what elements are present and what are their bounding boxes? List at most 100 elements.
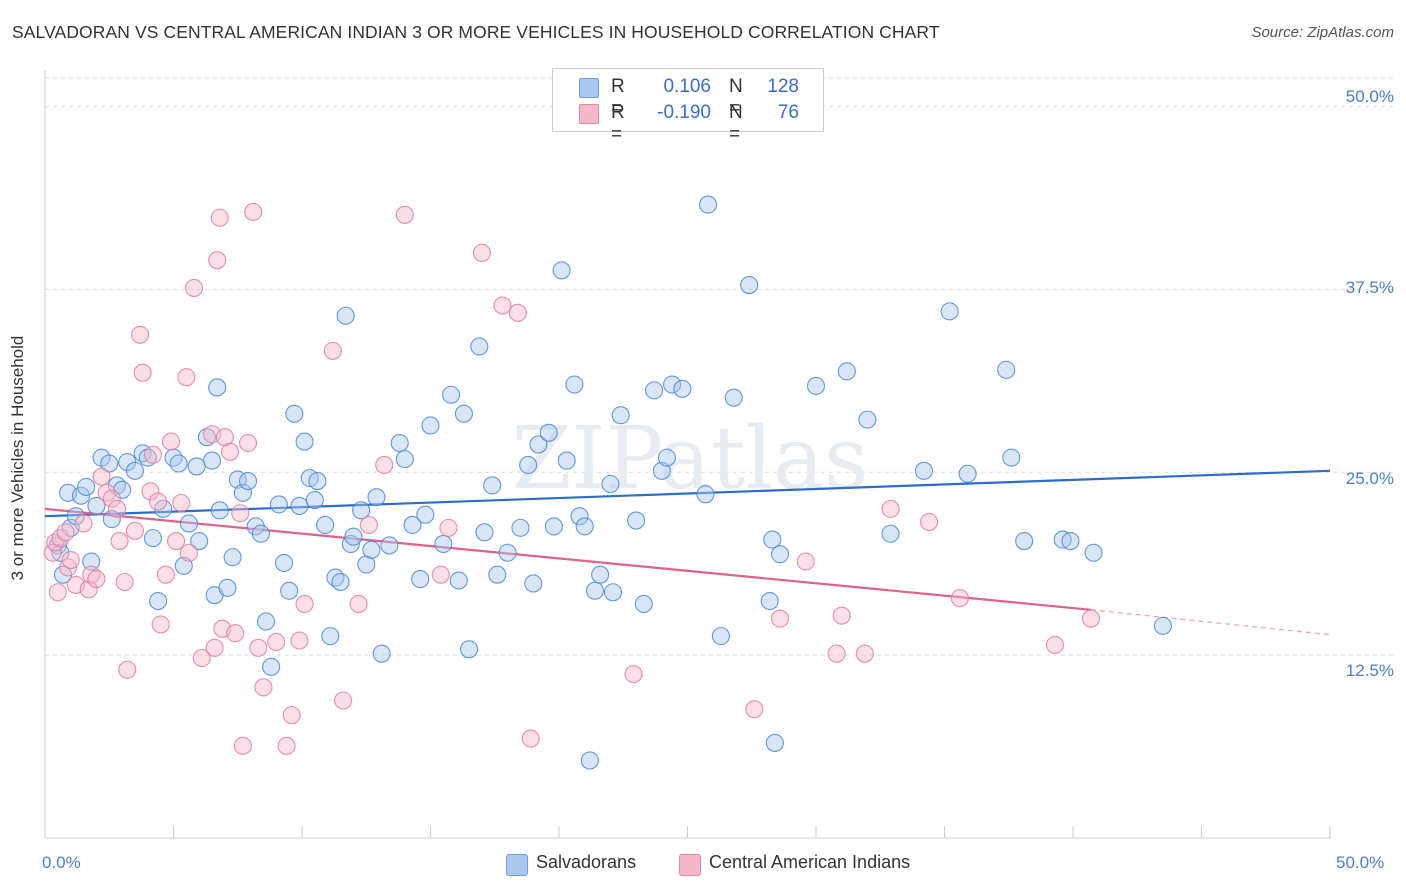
data-point [575,517,594,536]
data-point [1053,530,1072,549]
data-point [696,485,715,504]
data-point [372,644,391,663]
data-point [519,455,538,475]
data-point [231,504,250,523]
data-point [295,594,314,613]
data-point [395,205,414,224]
data-point [205,638,224,657]
data-point [765,733,784,752]
data-point [149,591,168,611]
data-point [282,706,301,725]
data-point [290,631,309,650]
data-point [110,531,129,551]
data-point [627,511,646,530]
data-point [190,531,209,551]
data-point [570,507,589,526]
data-point [827,644,846,663]
data-point [71,486,91,505]
swatch-icon [579,78,599,98]
data-point [459,640,479,659]
data-point [454,404,473,423]
data-point [169,454,188,473]
data-point [367,488,386,507]
data-point [940,302,959,321]
data-point [585,581,605,600]
legend-label: Central American Indians [709,852,911,872]
data-point [997,360,1016,379]
data-point [285,404,304,423]
data-point [233,736,252,755]
grid-lines [45,77,1395,656]
data-point [107,499,127,518]
data-point [87,570,106,589]
data-point [238,472,258,491]
data-point [601,474,620,494]
data-point [156,565,175,584]
data-point [498,543,517,562]
data-point [524,574,543,593]
data-point [220,442,240,461]
data-point [359,515,378,534]
data-point [439,518,458,537]
data-point [172,493,191,513]
data-point [511,518,530,537]
data-point [837,362,856,381]
data-point [380,536,399,555]
data-point [59,558,78,577]
data-point [305,491,324,510]
data-point [529,435,548,454]
data-point [557,451,576,470]
data-point [832,606,851,625]
legend-label: Salvadorans [536,852,637,872]
data-point [238,433,258,453]
data-point [92,467,111,486]
data-point [277,736,296,755]
data-point [539,423,558,442]
x-tick-label: 0.0% [42,853,81,872]
data-point [138,448,157,467]
data-point [334,691,353,710]
data-point [1002,448,1021,467]
data-point [1084,543,1103,562]
data-point [352,501,371,520]
data-point [256,612,276,631]
data-point [611,406,630,425]
data-point [603,583,623,602]
data-point [508,303,527,322]
data-point [226,624,245,643]
chart-source: Source: ZipAtlas.com [1251,24,1394,41]
n-label: N = [729,76,743,119]
data-point [349,594,368,613]
data-point [745,700,764,719]
data-point [179,543,198,562]
data-point [724,388,743,407]
data-point [87,496,106,515]
data-point [336,306,355,325]
data-point [1061,531,1080,551]
data-point [295,432,314,451]
data-point [699,195,718,214]
data-point [881,499,900,518]
legend: Salvadorans Central American Indians [0,852,1406,878]
data-point [362,540,381,559]
data-point [82,552,101,571]
data-point [920,512,939,532]
data-point [958,464,977,483]
data-point [1045,635,1065,654]
data-point [143,529,162,548]
data-point [431,565,450,584]
data-point [470,337,489,356]
data-point [43,543,62,562]
data-point [177,368,196,387]
x-tick-label: 50.0% [1336,853,1385,872]
data-point [56,523,75,542]
data-point [858,410,877,429]
data-point [308,472,327,491]
data-point [344,527,363,546]
data-point [416,505,435,524]
data-point [79,580,98,599]
y-tick-label: 25.0% [1345,469,1394,488]
data-point [187,457,206,476]
data-point [770,545,790,564]
